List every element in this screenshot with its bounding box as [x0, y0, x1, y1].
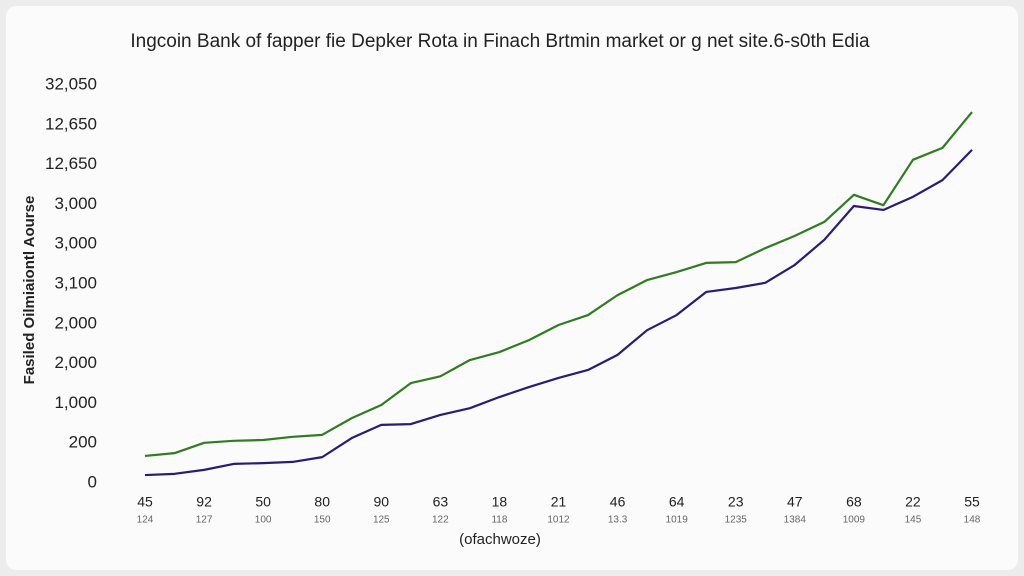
x-tick-sublabel: 13.3 [608, 515, 628, 526]
x-tick-sublabel: 125 [373, 515, 390, 526]
y-tick-label: 12,650 [45, 154, 97, 173]
y-tick-label: 3,100 [54, 273, 97, 292]
y-tick-label: 2,000 [54, 353, 97, 372]
x-tick-sublabel: 124 [137, 515, 154, 526]
x-tick-sublabel: 145 [905, 515, 922, 526]
x-tick-label: 80 [314, 494, 330, 510]
x-tick-label: 63 [433, 494, 449, 510]
x-tick-sublabel: 1235 [725, 515, 748, 526]
x-axis-label: (ofachwoze) [459, 531, 541, 548]
x-tick-sublabel: 150 [314, 515, 331, 526]
x-tick-label: 90 [373, 494, 389, 510]
y-tick-label: 3,000 [54, 194, 97, 213]
y-tick-label: 200 [69, 433, 97, 452]
x-tick-label: 68 [846, 494, 862, 510]
x-tick-sublabel: 122 [432, 515, 449, 526]
y-tick-label: 32,050 [45, 74, 97, 93]
chart-title: Ingcoin Bank of fapper fie Depker Rota i… [130, 31, 870, 52]
x-tick-label: 92 [196, 494, 212, 510]
x-tick-sublabel: 1019 [666, 515, 689, 526]
y-axis-label: Fasiled Oilmiaiontl Aourse [21, 196, 38, 385]
x-tick-sublabel: 100 [255, 515, 272, 526]
x-tick-label: 50 [255, 494, 271, 510]
y-tick-label: 0 [88, 472, 97, 491]
x-tick-sublabel: 1009 [843, 515, 866, 526]
x-tick-label: 47 [787, 494, 803, 510]
x-tick-label: 23 [728, 494, 744, 510]
x-tick-sublabel: 1012 [547, 515, 570, 526]
x-tick-label: 21 [551, 494, 567, 510]
y-tick-label: 1,000 [54, 393, 97, 412]
series-line [144, 111, 973, 458]
x-tick-sublabel: 148 [964, 515, 981, 526]
y-tick-label: 12,650 [45, 114, 97, 133]
x-tick-label: 55 [964, 494, 980, 510]
x-tick-label: 18 [492, 494, 508, 510]
x-tick-sublabel: 127 [196, 515, 213, 526]
x-tick-sublabel: 118 [491, 515, 507, 526]
series-line [144, 149, 973, 477]
x-tick-label: 46 [610, 494, 626, 510]
x-tick-label: 64 [669, 494, 685, 510]
x-tick-sublabel: 1384 [784, 515, 807, 526]
y-tick-label: 2,000 [54, 313, 97, 332]
y-tick-label: 3,000 [54, 234, 97, 253]
x-tick-label: 22 [905, 494, 921, 510]
x-tick-label: 45 [137, 494, 153, 510]
panel [6, 6, 1018, 570]
